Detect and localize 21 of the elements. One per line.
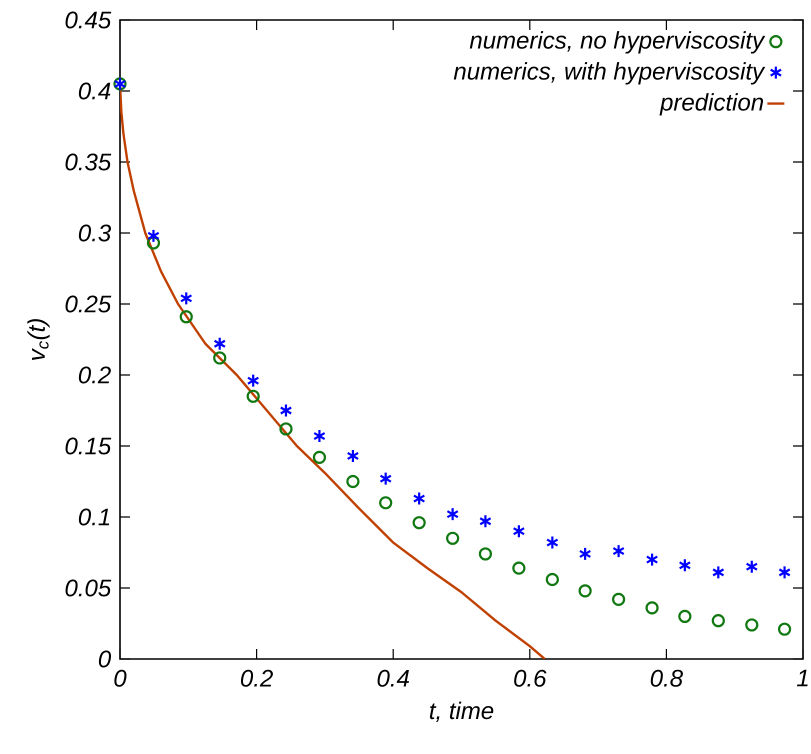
y-tick-label: 0 bbox=[98, 650, 112, 668]
legend-label: numerics, with hyperviscosity bbox=[454, 62, 766, 85]
x-tick-label: 0 bbox=[114, 670, 126, 687]
y-tick-label: 0.3 bbox=[78, 224, 111, 242]
y-tick-label: 0.05 bbox=[66, 579, 112, 596]
y-tick-label: 0.4 bbox=[78, 82, 110, 100]
x-tick-label: 0.2 bbox=[240, 670, 273, 687]
legend-label: prediction bbox=[659, 93, 764, 116]
y-tick-label: 0.1 bbox=[78, 508, 110, 526]
x-axis-title: t, time bbox=[430, 702, 494, 722]
y-tick-label: 0.45 bbox=[66, 11, 112, 28]
y-tick-label: 0.2 bbox=[78, 366, 111, 384]
x-tick-label: 1 bbox=[796, 670, 808, 686]
legend-label: numerics, no hyperviscosity bbox=[470, 31, 766, 54]
y-tick-label: 0.25 bbox=[66, 295, 112, 312]
y-tick-label: 0.15 bbox=[66, 437, 112, 454]
y-tick-label: 0.35 bbox=[66, 153, 112, 170]
y-axis-title: v$_{c}$(t) bbox=[27, 319, 50, 360]
x-tick-label: 0.8 bbox=[650, 670, 683, 687]
x-tick-label: 0.6 bbox=[514, 670, 546, 687]
x-tick-label: 0.4 bbox=[378, 670, 409, 687]
